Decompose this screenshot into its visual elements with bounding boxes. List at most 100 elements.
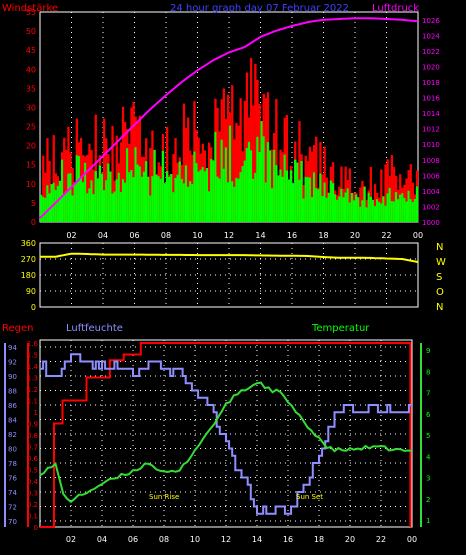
wind-gust-bar xyxy=(348,168,351,222)
rain-tick-label: 0.7 xyxy=(27,444,38,452)
wind-mean-bar xyxy=(298,179,301,222)
wind-mean-bar xyxy=(174,178,177,222)
pressure-tick-label: 1018 xyxy=(422,79,440,87)
wind-gust-bar xyxy=(46,138,49,222)
wind-mean-bar xyxy=(121,179,125,222)
wind-gust-bar xyxy=(231,85,234,222)
wind-mean-bar xyxy=(100,173,104,222)
wind-mean-bar xyxy=(86,193,89,222)
rain-tick-label: 0.3 xyxy=(27,490,38,498)
wind-mean-bar xyxy=(153,149,156,222)
wind-gust-bar xyxy=(237,125,240,222)
wind-mean-bar xyxy=(90,180,93,222)
wind-mean-bar xyxy=(378,201,381,222)
wind-mean-bar xyxy=(203,171,207,222)
wind-gust-bar xyxy=(94,114,97,222)
wind-mean-bar xyxy=(315,188,318,222)
rain-tick-label: 1.3 xyxy=(27,375,38,383)
wind-mean-bar xyxy=(191,183,194,222)
rain-tick-label: 0 xyxy=(34,524,38,532)
wind-mean-bar xyxy=(79,178,83,222)
wind-mean-bar xyxy=(371,199,375,222)
pressure-tick-label: 1016 xyxy=(422,95,440,103)
hour-tick-label: 00 xyxy=(407,535,417,544)
wind-mean-bar xyxy=(409,199,412,222)
wind-gust-bar xyxy=(149,147,152,222)
wind-gust-bar xyxy=(218,131,221,222)
wind-mean-bar xyxy=(63,194,66,222)
wind-mean-bar xyxy=(394,192,398,222)
wind-mean-bar xyxy=(182,183,186,222)
wind-gust-bar xyxy=(285,115,288,222)
wind-gust-bar xyxy=(48,161,51,222)
wind-mean-bar xyxy=(52,182,55,222)
wind-chart-title: 24 hour graph day 07 Februar 2022 xyxy=(170,3,349,14)
hour-tick-label: 16 xyxy=(287,231,297,240)
wind-mean-bar xyxy=(361,200,364,222)
wind-gust-bar xyxy=(245,72,249,222)
wind-mean-bar xyxy=(380,203,383,222)
hour-tick-label: 20 xyxy=(345,535,355,544)
wind-tick-label: 0 xyxy=(31,218,36,227)
wind-mean-bar xyxy=(111,193,114,222)
wind-gust-bar xyxy=(121,106,125,222)
wind-mean-bar xyxy=(44,197,47,222)
wind-mean-bar xyxy=(58,180,62,222)
compass-label: N xyxy=(436,242,443,253)
compass-label: S xyxy=(436,272,442,283)
wind-mean-bar xyxy=(369,196,372,222)
wind-mean-bar xyxy=(392,201,396,222)
wind-gust-bar xyxy=(124,122,127,222)
wind-mean-bar xyxy=(199,169,202,222)
wind-mean-bar xyxy=(231,181,234,222)
wind-tick-label: 45 xyxy=(26,46,36,55)
wind-mean-bar xyxy=(390,201,393,222)
wind-mean-bar xyxy=(407,190,410,222)
wind-gust-bar xyxy=(373,184,377,222)
direction-left-axis: 0 90 180 270 360 xyxy=(21,239,36,312)
wind-mean-bar xyxy=(82,182,85,222)
hour-tick-label: 00 xyxy=(413,231,423,240)
temperature-tick-label: 1 xyxy=(426,517,430,525)
wind-mean-bar xyxy=(54,190,57,222)
wind-mean-bar xyxy=(289,170,293,222)
wind-gust-bar xyxy=(216,107,219,222)
wind-mean-bar xyxy=(252,178,255,222)
rain-tick-label: 1.4 xyxy=(27,363,39,371)
temperature-tick-label: 6 xyxy=(426,411,431,419)
wind-mean-bar xyxy=(386,193,389,222)
wind-mean-bar xyxy=(113,191,116,222)
humidity-tick-label: 74 xyxy=(8,489,17,497)
sunset-annotation: Sun Set xyxy=(296,493,323,501)
wind-mean-bar xyxy=(226,182,230,222)
wind-mean-bar xyxy=(271,188,274,222)
humidity-tick-label: 88 xyxy=(8,388,17,396)
wind-mean-bar xyxy=(151,176,154,222)
wind-mean-bar xyxy=(346,188,349,222)
rain-tick-label: 0.5 xyxy=(27,467,38,475)
hour-tick-label: 18 xyxy=(318,231,328,240)
wind-mean-bar xyxy=(224,147,228,222)
rain-tick-label: 0.9 xyxy=(27,421,38,429)
humidity-tick-label: 86 xyxy=(8,402,17,410)
wind-gust-bar xyxy=(264,98,267,222)
humidity-label: Luftfeuchte xyxy=(66,323,123,334)
wind-mean-bar xyxy=(159,178,162,222)
wind-mean-bar xyxy=(352,200,356,222)
wind-mean-bar xyxy=(327,192,330,222)
wind-mean-bar xyxy=(275,165,278,222)
compass-label: W xyxy=(436,257,446,268)
wind-mean-bar xyxy=(147,176,150,222)
wind-gust-bar xyxy=(310,151,314,222)
rain-line xyxy=(40,342,412,528)
wind-tick-label: 15 xyxy=(26,161,36,170)
wind-mean-bar xyxy=(306,177,309,222)
wind-gust-bar xyxy=(380,169,383,222)
wind-mean-bar xyxy=(331,183,335,222)
wind-mean-bar xyxy=(94,171,97,222)
temperature-tick-label: 5 xyxy=(426,432,430,440)
temperature-tick-label: 4 xyxy=(426,453,431,461)
wind-mean-bar xyxy=(119,192,123,222)
